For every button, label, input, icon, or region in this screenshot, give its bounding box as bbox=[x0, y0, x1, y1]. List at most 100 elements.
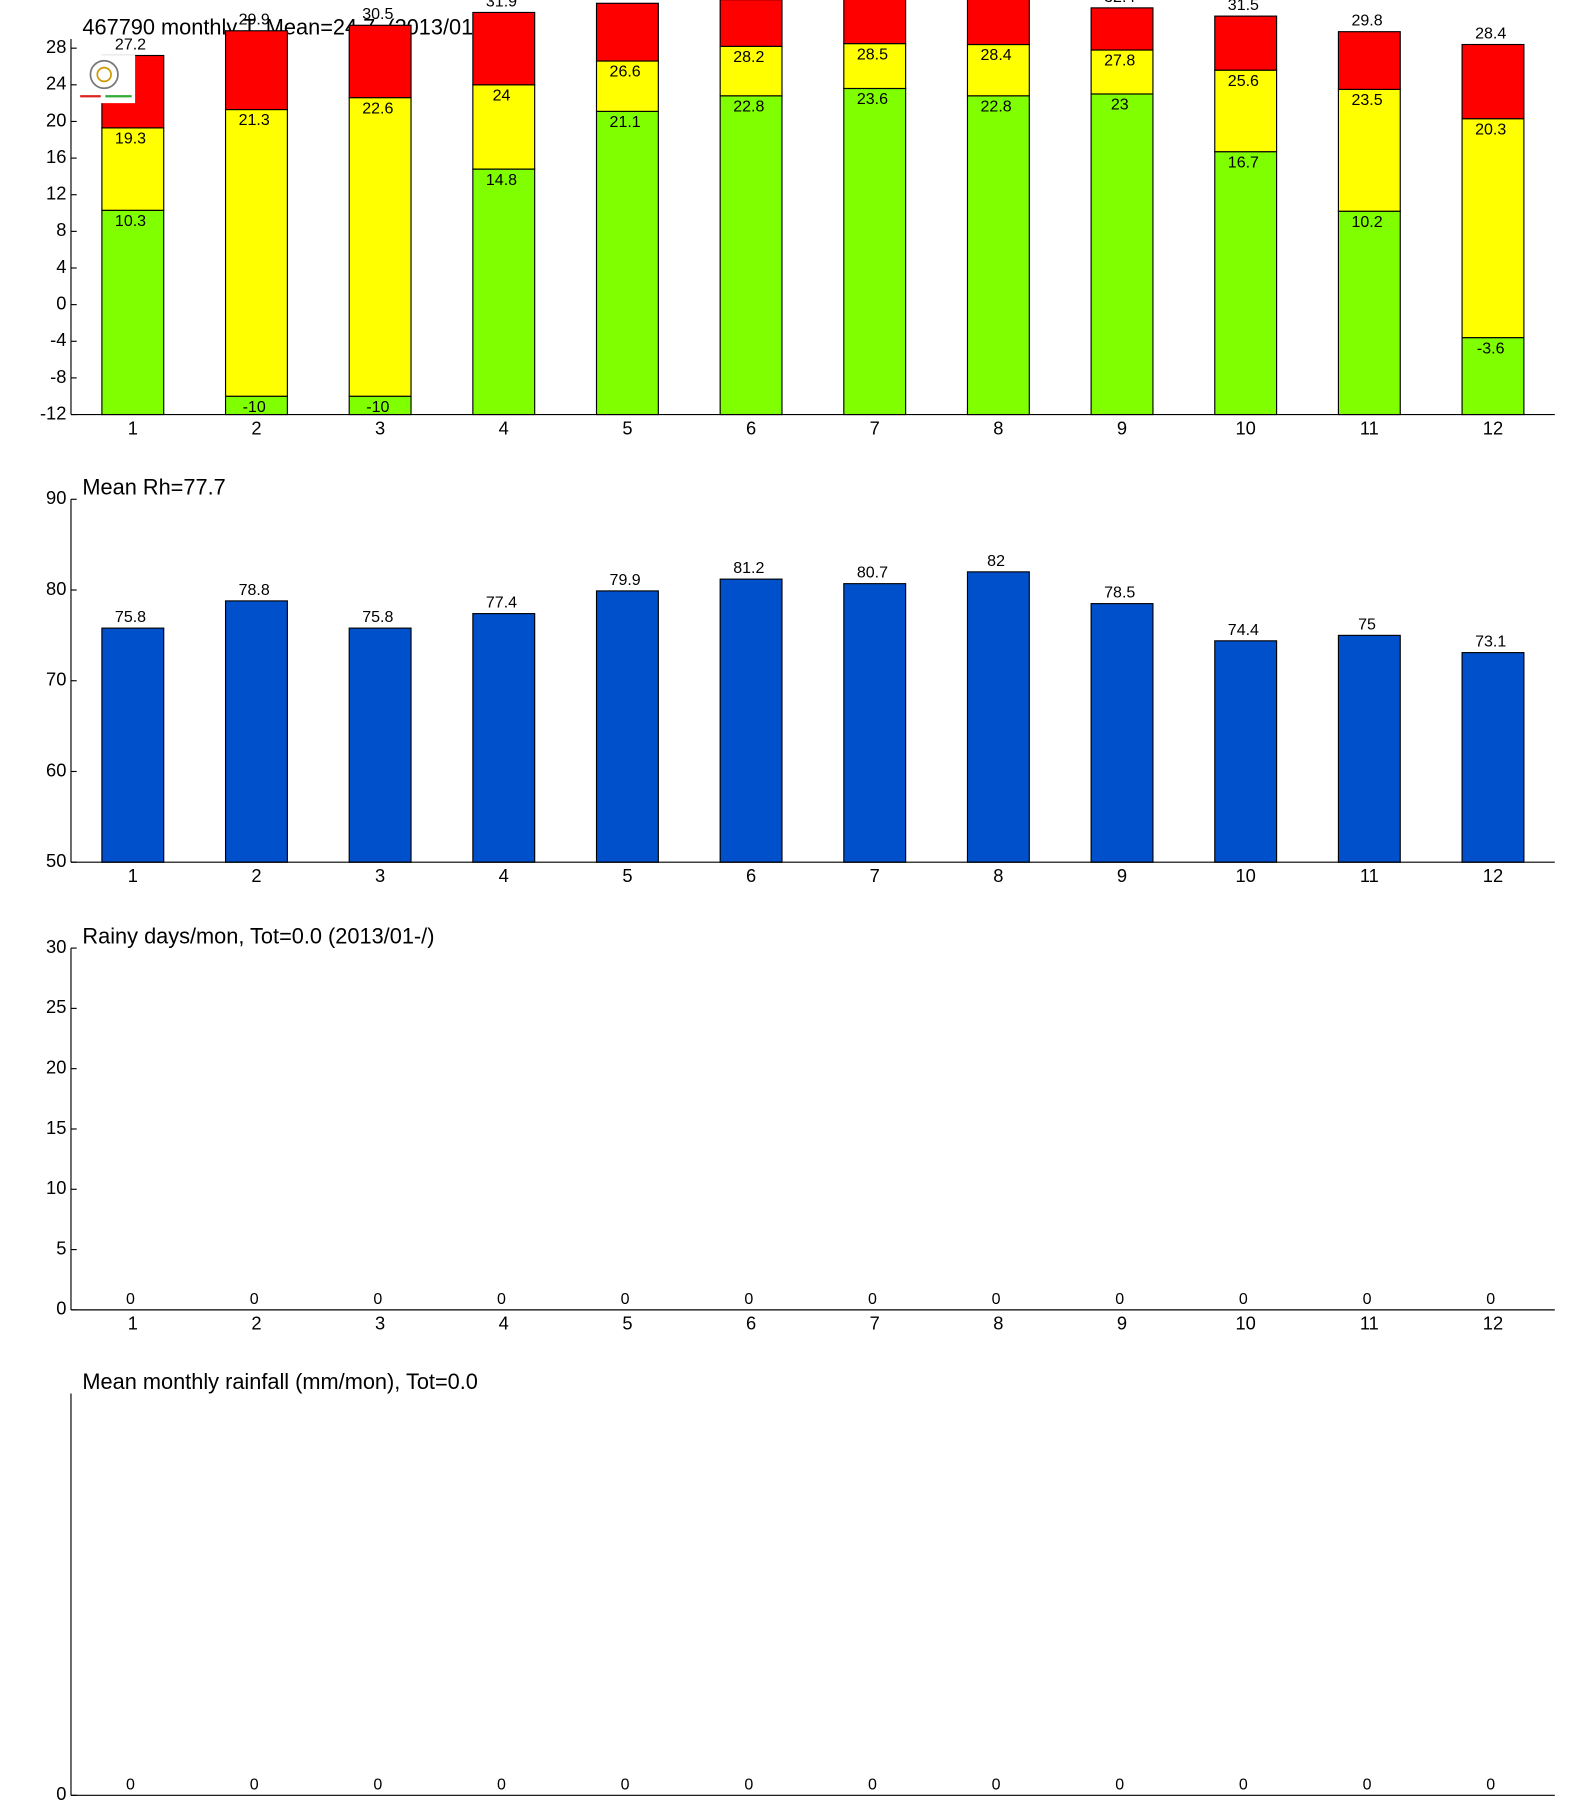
x-tick-label: 3 bbox=[375, 417, 385, 438]
value-label: 0 bbox=[373, 1775, 382, 1793]
value-label: 82 bbox=[987, 552, 1005, 570]
value-label: 0 bbox=[1363, 1775, 1372, 1793]
y-tick-label: 15 bbox=[46, 1117, 66, 1138]
value-label: 10.3 bbox=[115, 212, 146, 230]
bar bbox=[1090, 93, 1154, 416]
x-tick-label: 8 bbox=[993, 417, 1003, 438]
value-label: 0 bbox=[992, 1290, 1001, 1308]
y-tick-label: 5 bbox=[56, 1237, 66, 1258]
value-label: 23 bbox=[1111, 96, 1129, 114]
bar bbox=[966, 95, 1030, 416]
x-tick-label: 11 bbox=[1360, 1798, 1379, 1800]
chart-title: 467790 monthly T, Mean=24.7, (2013/01-/) bbox=[82, 14, 493, 39]
bar bbox=[719, 45, 783, 97]
bar bbox=[595, 110, 659, 416]
value-label: 78.8 bbox=[239, 581, 270, 599]
bar bbox=[101, 627, 165, 863]
value-label: 0 bbox=[621, 1290, 630, 1308]
x-tick-label: 1 bbox=[128, 417, 138, 438]
value-label: 22.8 bbox=[981, 97, 1012, 115]
value-label: 0 bbox=[621, 1775, 630, 1793]
x-tick-label: 3 bbox=[375, 865, 385, 886]
x-tick-label: 5 bbox=[622, 1798, 632, 1800]
y-tick-label: -12 bbox=[40, 402, 66, 423]
value-label: 29.9 bbox=[239, 11, 270, 29]
y-tick-label: 30 bbox=[46, 936, 66, 957]
x-tick-label: 11 bbox=[1360, 865, 1379, 886]
value-label: 23.6 bbox=[857, 90, 888, 108]
bar bbox=[1214, 151, 1278, 416]
x-tick-label: 6 bbox=[746, 1798, 756, 1800]
y-tick-label: 25 bbox=[46, 996, 66, 1017]
value-label: 20.3 bbox=[1475, 120, 1506, 138]
value-label: 75 bbox=[1358, 615, 1376, 633]
bar bbox=[1461, 337, 1525, 416]
value-label: 79.9 bbox=[610, 571, 641, 589]
x-tick-label: 6 bbox=[746, 865, 756, 886]
y-tick-label: 90 bbox=[46, 487, 66, 508]
value-label: 26.6 bbox=[610, 63, 641, 81]
value-label: 21.3 bbox=[239, 111, 270, 129]
bar bbox=[1461, 43, 1525, 120]
y-tick-label: 0 bbox=[56, 292, 66, 313]
x-tick-label: 5 bbox=[622, 1313, 632, 1334]
bar bbox=[1214, 69, 1278, 153]
logo-emblem-inner bbox=[96, 66, 112, 83]
y-tick-label: -8 bbox=[50, 366, 66, 387]
x-tick-label: 9 bbox=[1117, 417, 1127, 438]
x-tick-label: 10 bbox=[1236, 1313, 1256, 1334]
bar bbox=[1461, 118, 1525, 339]
value-label: 0 bbox=[1115, 1290, 1124, 1308]
value-label: 0 bbox=[126, 1775, 135, 1793]
value-label: 0 bbox=[744, 1290, 753, 1308]
y-tick-label: 8 bbox=[56, 219, 66, 240]
logo bbox=[77, 55, 136, 104]
x-tick-label: 10 bbox=[1236, 865, 1256, 886]
value-label: 73.1 bbox=[1475, 633, 1506, 651]
value-label: 0 bbox=[250, 1290, 259, 1308]
value-label: 0 bbox=[868, 1775, 877, 1793]
bar bbox=[595, 2, 659, 62]
value-label: 22.8 bbox=[733, 97, 764, 115]
x-tick-label: 9 bbox=[1117, 1798, 1127, 1800]
bar bbox=[1214, 640, 1278, 863]
value-label: 0 bbox=[126, 1290, 135, 1308]
x-tick-label: 10 bbox=[1236, 417, 1256, 438]
value-label: 0 bbox=[868, 1290, 877, 1308]
value-label: 21.1 bbox=[610, 113, 641, 131]
value-label: 80.7 bbox=[857, 564, 888, 582]
bar bbox=[595, 60, 659, 112]
bar bbox=[224, 30, 288, 111]
x-tick-label: 2 bbox=[251, 1313, 261, 1334]
value-label: 0 bbox=[250, 1775, 259, 1793]
chart-title: Mean Rh=77.7 bbox=[82, 475, 225, 500]
value-label: 0 bbox=[1486, 1775, 1495, 1793]
bar bbox=[1337, 210, 1401, 416]
value-label: 75.8 bbox=[362, 608, 393, 626]
bar bbox=[1337, 31, 1401, 90]
value-label: 28.2 bbox=[733, 48, 764, 66]
x-tick-label: 3 bbox=[375, 1798, 385, 1800]
x-tick-label: 12 bbox=[1483, 1313, 1503, 1334]
x-tick-label: 10 bbox=[1236, 1798, 1256, 1800]
value-label: 75.8 bbox=[115, 608, 146, 626]
x-tick-label: 2 bbox=[251, 865, 261, 886]
bar bbox=[966, 43, 1030, 97]
y-tick-label: 10 bbox=[46, 1177, 66, 1198]
value-label: 24 bbox=[493, 86, 511, 104]
value-label: 0 bbox=[1115, 1775, 1124, 1793]
value-label: 30.5 bbox=[362, 5, 393, 23]
chart-title: Rainy days/mon, Tot=0.0 (2013/01-/) bbox=[82, 924, 434, 949]
x-tick-label: 9 bbox=[1117, 1313, 1127, 1334]
bar bbox=[966, 571, 1030, 863]
x-tick-label: 6 bbox=[746, 417, 756, 438]
y-tick-label: 80 bbox=[46, 578, 66, 599]
bar bbox=[719, 95, 783, 416]
value-label: 0 bbox=[373, 1290, 382, 1308]
bar bbox=[1090, 603, 1154, 863]
y-tick-label: 0 bbox=[56, 1783, 66, 1800]
y-tick-label: 20 bbox=[46, 1057, 66, 1078]
bar bbox=[843, 583, 907, 863]
